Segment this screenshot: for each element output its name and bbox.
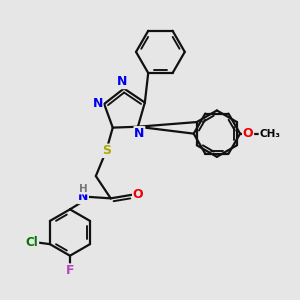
Text: O: O — [243, 127, 254, 140]
Text: N: N — [92, 98, 103, 110]
Text: N: N — [117, 75, 128, 88]
Text: H: H — [79, 184, 87, 194]
Text: F: F — [66, 264, 74, 277]
Text: N: N — [134, 127, 145, 140]
Text: Cl: Cl — [26, 236, 38, 249]
Text: CH₃: CH₃ — [259, 129, 280, 139]
Text: N: N — [78, 190, 88, 203]
Text: O: O — [133, 188, 143, 201]
Text: S: S — [102, 144, 111, 157]
